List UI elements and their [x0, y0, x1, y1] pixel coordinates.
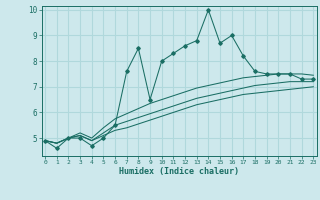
X-axis label: Humidex (Indice chaleur): Humidex (Indice chaleur)	[119, 167, 239, 176]
